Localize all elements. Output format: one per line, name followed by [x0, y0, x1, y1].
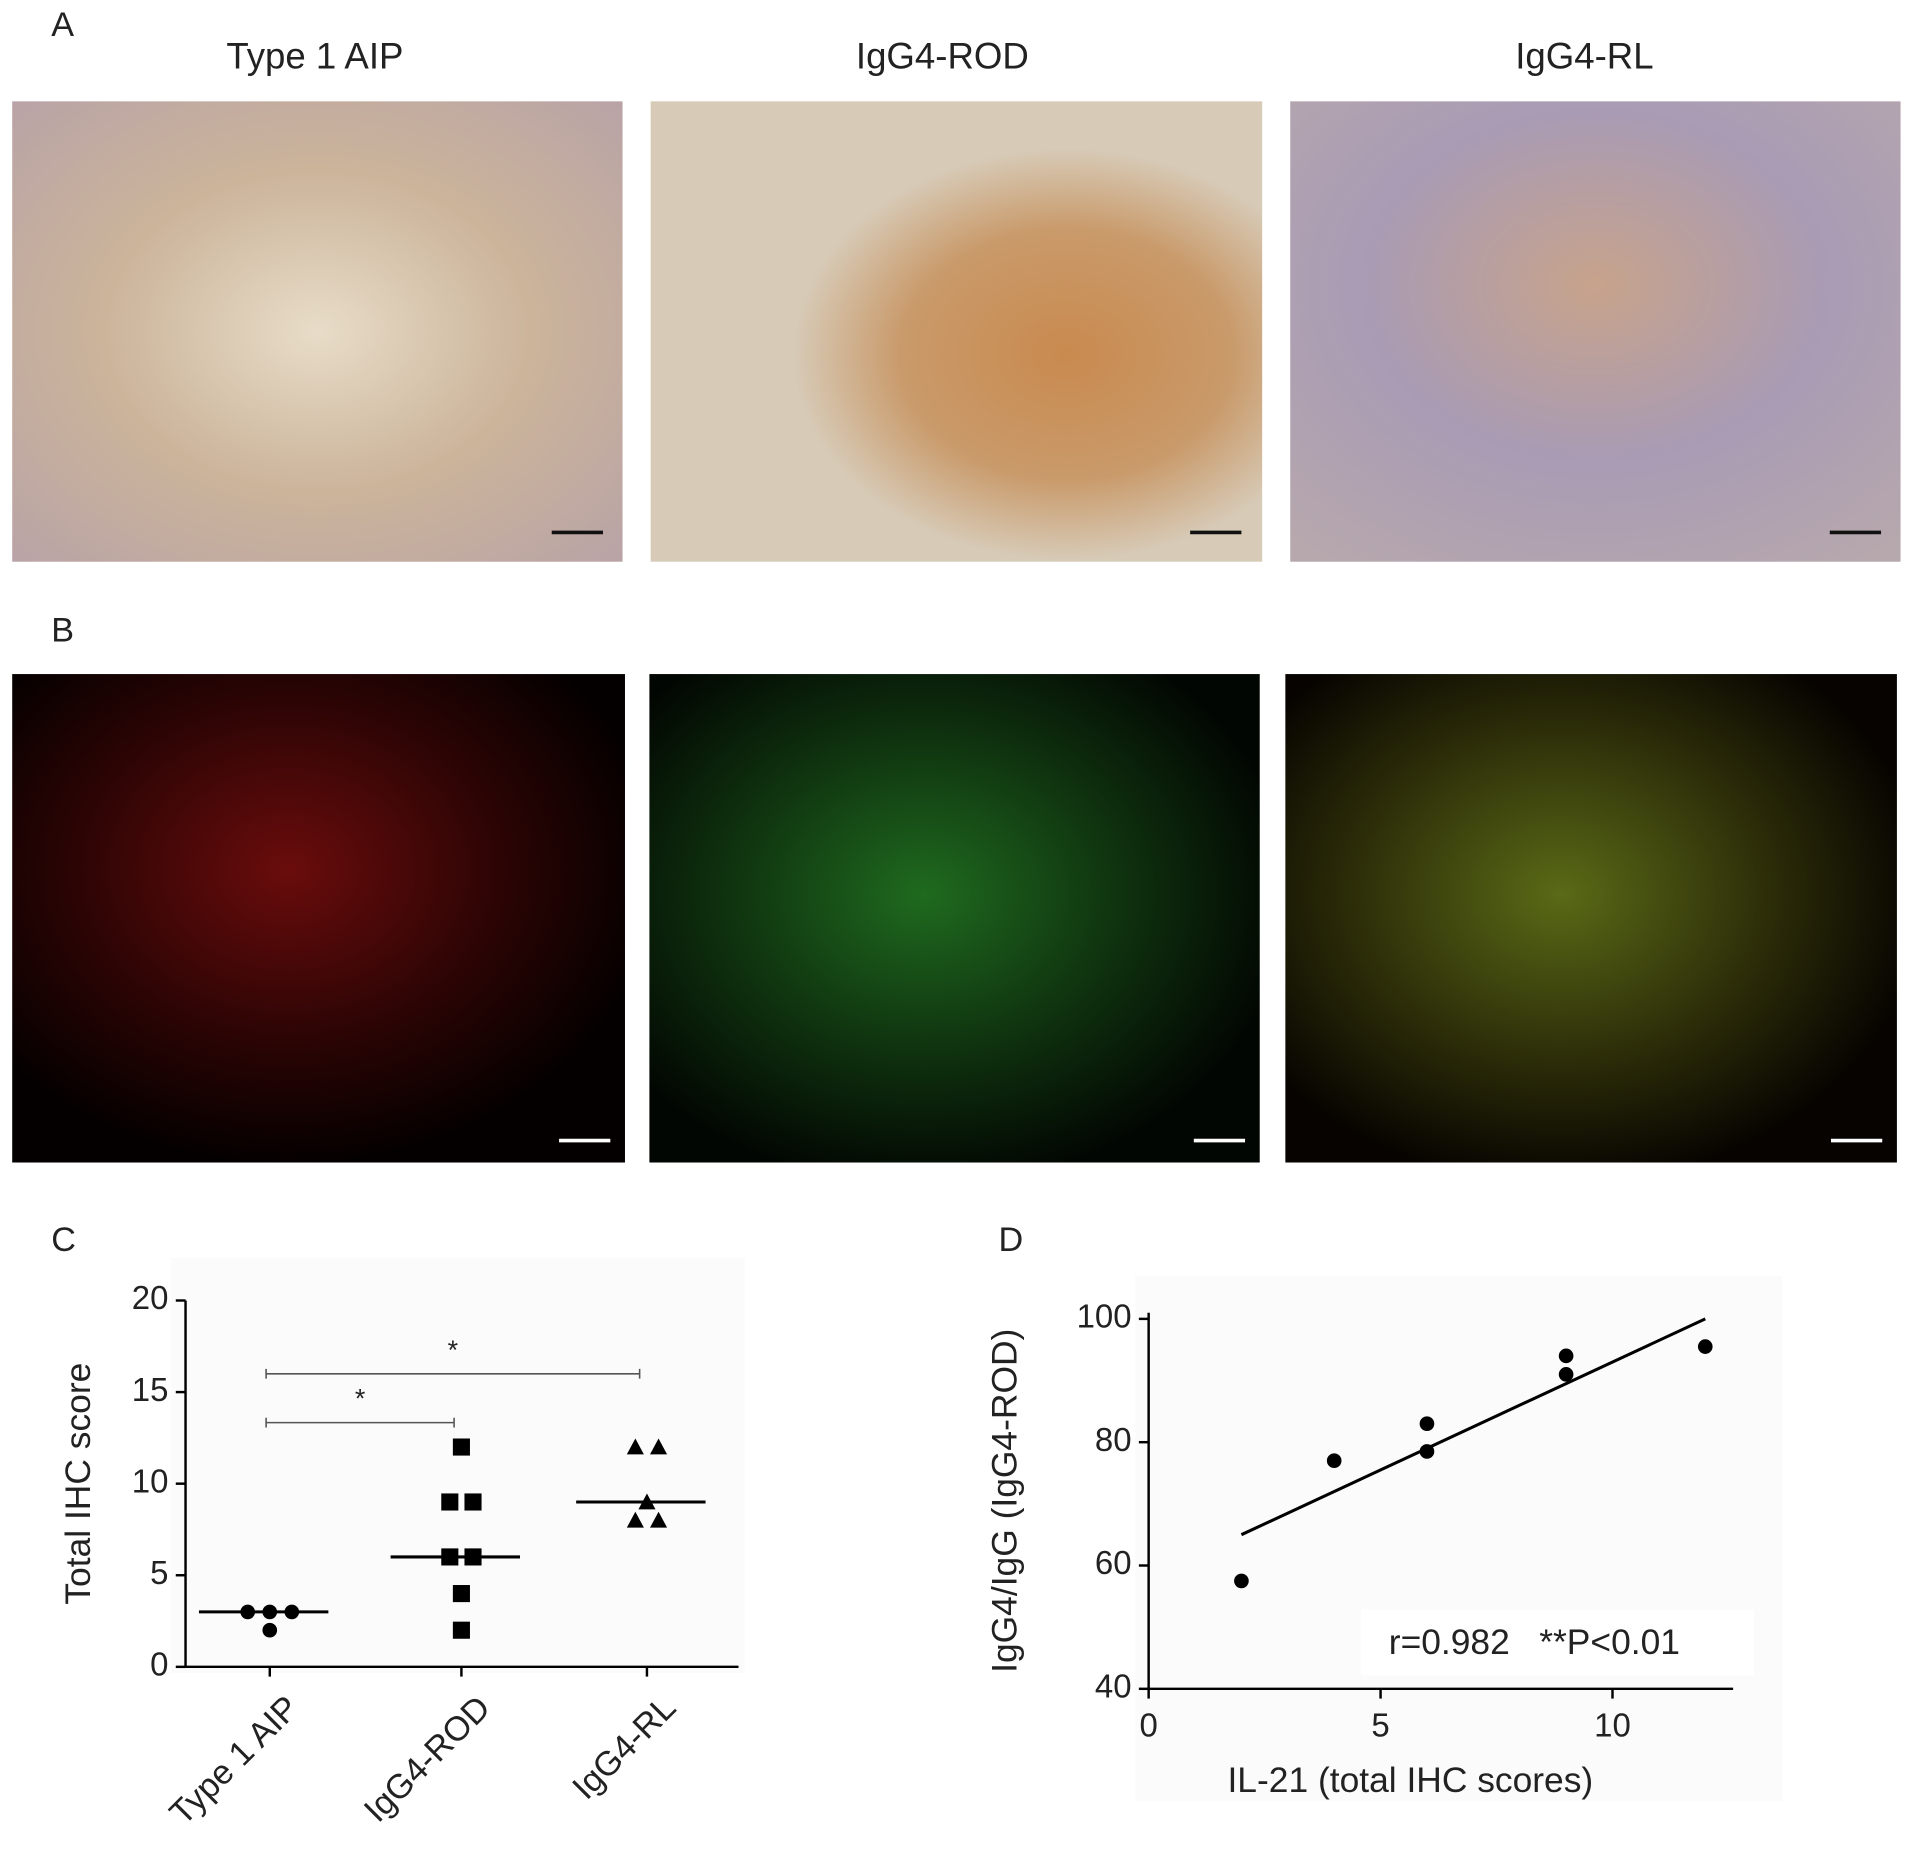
- data-point: [262, 1622, 278, 1638]
- x-tick-label: Type 1 AIP: [163, 1689, 307, 1833]
- y-tick-label: 80: [1095, 1421, 1132, 1458]
- data-point: [452, 1621, 470, 1639]
- x-tick-label: IgG4-ROD: [357, 1689, 498, 1830]
- y-tick-label: 20: [132, 1279, 169, 1316]
- data-point: [464, 1493, 482, 1511]
- panel-label: A: [51, 6, 74, 44]
- significance-label: *: [355, 1384, 366, 1414]
- y-tick-label: 10: [132, 1462, 169, 1499]
- data-point: [1234, 1573, 1249, 1589]
- x-tick-label: 5: [1371, 1707, 1389, 1744]
- y-tick-label: 40: [1095, 1668, 1132, 1705]
- data-point: [650, 1511, 668, 1528]
- annotation-box: [1361, 1609, 1755, 1676]
- y-tick-label: 100: [1077, 1298, 1132, 1335]
- data-point: [1326, 1453, 1342, 1469]
- micrograph-title: Type 1 AIP: [226, 35, 403, 76]
- fit-line: [1240, 1317, 1706, 1537]
- y-tick-label: 15: [132, 1371, 169, 1408]
- y-axis-label: IgG4/IgG (IgG4-ROD): [984, 1329, 1024, 1673]
- micrograph: [1285, 674, 1897, 1163]
- micrograph: [650, 101, 1263, 562]
- data-point: [1697, 1339, 1713, 1354]
- annotation: r=0.982 **P<0.01: [1389, 1622, 1680, 1662]
- panel-label: C: [51, 1221, 76, 1259]
- data-point: [650, 1438, 668, 1455]
- data-point: [452, 1585, 470, 1603]
- x-tick-label: IgG4-RL: [565, 1689, 683, 1807]
- data-point: [1419, 1416, 1435, 1432]
- y-tick-label: 0: [150, 1646, 168, 1683]
- micrograph: [1290, 101, 1901, 562]
- y-axis-label: Total IHC score: [58, 1363, 98, 1605]
- x-axis-label: IL-21 (total IHC scores): [1227, 1760, 1593, 1800]
- panel-label: D: [999, 1221, 1024, 1259]
- x-tick-label: 10: [1594, 1707, 1631, 1744]
- y-tick-label: 5: [150, 1554, 168, 1591]
- x-tick-label: 0: [1139, 1707, 1157, 1744]
- data-point: [1419, 1444, 1435, 1459]
- micrograph-title: IgG4-ROD: [856, 35, 1029, 76]
- data-point: [626, 1511, 644, 1528]
- micrograph-title: IgG4-RL: [1515, 35, 1653, 76]
- data-point: [452, 1438, 470, 1456]
- data-point: [1558, 1348, 1574, 1364]
- plot-background: [170, 1257, 745, 1673]
- data-point: [626, 1438, 644, 1455]
- y-tick-label: 60: [1095, 1544, 1132, 1581]
- micrograph: [12, 674, 625, 1163]
- significance-label: *: [448, 1335, 459, 1365]
- data-point: [441, 1493, 459, 1511]
- micrograph: [12, 101, 623, 562]
- data-point: [1558, 1367, 1574, 1382]
- plot-background: [1135, 1276, 1783, 1802]
- panel-label: B: [51, 612, 74, 650]
- micrograph: [649, 674, 1260, 1163]
